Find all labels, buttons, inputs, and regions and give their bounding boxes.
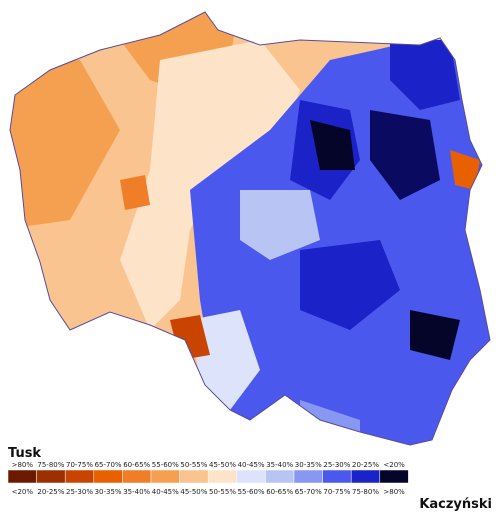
legend-top-label: >80% [12, 461, 34, 469]
legend-swatch [236, 469, 266, 484]
legend-bottom-label: 45-50% [180, 488, 207, 496]
legend-bottom-label: <20% [12, 488, 34, 496]
legend-swatch [322, 469, 352, 484]
legend-swatch [36, 469, 66, 484]
legend-swatch [379, 469, 409, 484]
legend-top-label: 55-60% [152, 461, 179, 469]
legend: >80% <20% 75-80% 20-25% 70-75% 25-30% 65-70% 30… [7, 461, 409, 496]
legend-swatch [179, 469, 209, 484]
legend-top-label: 20-25% [352, 461, 379, 469]
legend-bottom-label: >80% [383, 488, 405, 496]
legend-swatch [7, 469, 37, 484]
legend-top-label: 45-50% [209, 461, 236, 469]
legend-top-label: <20% [383, 461, 405, 469]
legend-bottom-label: 25-30% [66, 488, 93, 496]
bottom-legend-title: Kaczyński [419, 497, 492, 512]
legend-bottom-label: 55-60% [238, 488, 265, 496]
legend-top-label: 50-55% [180, 461, 207, 469]
legend-top-label: 65-70% [95, 461, 122, 469]
legend-swatch [150, 469, 180, 484]
legend-top-label: 25-30% [323, 461, 350, 469]
legend-top-label: 75-80% [37, 461, 64, 469]
legend-swatch [93, 469, 123, 484]
legend-top-label: 60-65% [123, 461, 150, 469]
legend-swatch [122, 469, 152, 484]
legend-bottom-label: 65-70% [295, 488, 322, 496]
legend-swatch [64, 469, 95, 484]
legend-bottom-label: 35-40% [123, 488, 150, 496]
legend-bottom-label: 20-25% [37, 488, 64, 496]
legend-bottom-label: 40-45% [152, 488, 179, 496]
legend-swatch [293, 469, 323, 484]
legend-bottom-label: 30-35% [95, 488, 122, 496]
legend-top-label: 30-35% [295, 461, 322, 469]
legend-bottom-label: 70-75% [323, 488, 350, 496]
legend-bottom-label: 50-55% [209, 488, 236, 496]
legend-top-label: 70-75% [66, 461, 93, 469]
poland-map [10, 12, 490, 445]
legend-swatch [207, 469, 238, 484]
legend-bottom-label: 75-80% [352, 488, 379, 496]
legend-bottom-label: 60-65% [266, 488, 293, 496]
legend-top-label: 40-45% [238, 461, 265, 469]
legend-swatch [350, 469, 381, 484]
top-legend-title: Tusk [8, 446, 41, 461]
legend-top-label: 35-40% [266, 461, 293, 469]
country-border [9, 11, 491, 446]
legend-swatch [265, 469, 295, 484]
